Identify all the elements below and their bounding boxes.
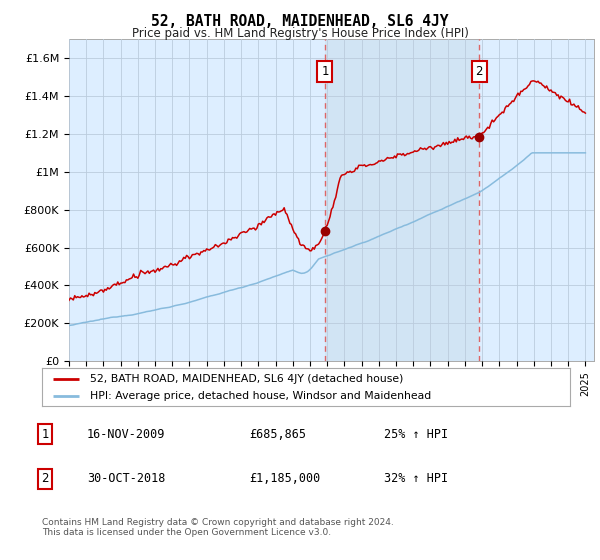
Text: 30-OCT-2018: 30-OCT-2018: [87, 472, 166, 486]
Text: 1: 1: [41, 427, 49, 441]
Text: 52, BATH ROAD, MAIDENHEAD, SL6 4JY (detached house): 52, BATH ROAD, MAIDENHEAD, SL6 4JY (deta…: [89, 374, 403, 384]
Text: HPI: Average price, detached house, Windsor and Maidenhead: HPI: Average price, detached house, Wind…: [89, 391, 431, 401]
Text: 32% ↑ HPI: 32% ↑ HPI: [384, 472, 448, 486]
Text: Contains HM Land Registry data © Crown copyright and database right 2024.
This d: Contains HM Land Registry data © Crown c…: [42, 518, 394, 538]
Text: 2: 2: [475, 65, 483, 78]
Text: 1: 1: [321, 65, 329, 78]
Text: 16-NOV-2009: 16-NOV-2009: [87, 427, 166, 441]
Text: 25% ↑ HPI: 25% ↑ HPI: [384, 427, 448, 441]
Text: 52, BATH ROAD, MAIDENHEAD, SL6 4JY: 52, BATH ROAD, MAIDENHEAD, SL6 4JY: [151, 14, 449, 29]
Text: 2: 2: [41, 472, 49, 486]
Text: £685,865: £685,865: [249, 427, 306, 441]
Text: Price paid vs. HM Land Registry's House Price Index (HPI): Price paid vs. HM Land Registry's House …: [131, 27, 469, 40]
Bar: [325, 39, 479, 361]
Text: £1,185,000: £1,185,000: [249, 472, 320, 486]
